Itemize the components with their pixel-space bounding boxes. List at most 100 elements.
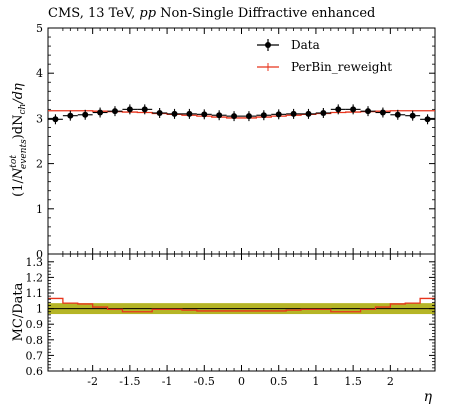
data-point — [405, 110, 421, 121]
x-tick-label: 0 — [238, 375, 245, 388]
data-point-marker — [350, 106, 357, 113]
main-y-tick-label: 3 — [36, 112, 43, 125]
main-y-tick-label: 1 — [36, 203, 43, 216]
ratio-y-tick-label: 1 — [36, 303, 43, 316]
data-point — [152, 108, 168, 118]
ratio-uncertainty-band — [48, 303, 435, 315]
data-point — [62, 110, 78, 121]
data-point-marker — [335, 106, 342, 113]
data-point-marker — [111, 108, 118, 115]
data-point-marker — [260, 112, 267, 119]
data-point — [301, 108, 316, 119]
data-point-marker — [275, 111, 282, 118]
data-point-marker — [186, 110, 193, 117]
x-tick-label: 0.5 — [270, 375, 288, 388]
chart-title: CMS, 13 TeV, pp Non-Single Diffractive e… — [48, 6, 375, 21]
data-point — [92, 107, 108, 118]
data-point-marker — [171, 110, 178, 117]
ylabel-n: N — [11, 167, 26, 180]
x-tick-label: -2 — [87, 375, 98, 388]
ratio-y-tick-label: 0.7 — [26, 349, 44, 362]
ratio-y-tick-label: 0.6 — [26, 365, 44, 378]
ratio-y-tick-label: 0.9 — [26, 318, 44, 331]
data-point-marker — [231, 113, 238, 120]
legend-data-marker-dot — [265, 42, 271, 48]
x-tick-label: 2 — [387, 375, 394, 388]
data-point — [107, 106, 123, 117]
main-y-tick-label: 4 — [36, 67, 43, 80]
data-point — [122, 104, 138, 115]
main-panel: 0 1 2 3 4 5 — [36, 22, 436, 261]
x-tick-label: -1.5 — [119, 375, 140, 388]
data-point — [137, 104, 153, 115]
ratio-y-tick-label: 1.1 — [26, 287, 44, 300]
main-y-axis: 0 1 2 3 4 5 — [36, 22, 435, 261]
data-point-marker — [97, 109, 104, 116]
perbin-reweight-line — [48, 110, 435, 119]
ylabel-sub: events — [19, 139, 29, 169]
data-point — [167, 108, 182, 119]
data-point-marker — [424, 116, 431, 123]
ylabel-end: /dη — [11, 83, 26, 106]
title-suffix: Non-Single Diffractive enhanced — [156, 6, 375, 21]
data-point-marker — [52, 116, 59, 123]
data-point-marker — [126, 106, 133, 113]
ratio-series — [48, 297, 435, 313]
ratio-y-axis-label: MC/Data — [11, 282, 26, 341]
data-point — [360, 106, 376, 117]
legend-entry-data: Data — [257, 38, 320, 52]
main-y-axis-label: (1/Ntotevents)dNch/dη — [9, 83, 29, 197]
data-point-marker — [82, 111, 89, 118]
legend-data-label: Data — [291, 38, 320, 52]
ratio-y-tick-label: 1.2 — [26, 271, 44, 284]
x-tick-label: 1.5 — [344, 375, 362, 388]
data-point-marker — [245, 113, 252, 120]
data-point — [256, 110, 272, 121]
data-point-marker — [141, 106, 148, 113]
data-point — [196, 109, 212, 120]
data-point-marker — [365, 108, 372, 115]
data-point — [330, 104, 346, 115]
data-point-marker — [320, 109, 327, 116]
data-point — [375, 107, 391, 118]
legend: Data PerBin_reweight — [257, 38, 392, 74]
ratio-y-tick-label: 1.3 — [26, 256, 44, 269]
data-point — [345, 104, 361, 115]
data-point — [211, 110, 227, 121]
data-point — [315, 108, 331, 118]
data-point — [286, 108, 302, 119]
x-tick-label: 1 — [312, 375, 319, 388]
data-point-marker — [394, 111, 401, 118]
data-point-marker — [379, 109, 386, 116]
legend-perbin-label: PerBin_reweight — [291, 60, 392, 74]
ratio-y-axis: 0.6 0.7 0.8 0.9 1 1.1 1.2 1.3 — [26, 256, 435, 378]
data-series — [48, 104, 435, 125]
data-point — [48, 114, 63, 125]
ylabel-sub2: ch — [18, 104, 28, 115]
data-point — [271, 109, 287, 120]
data-point-marker — [156, 109, 163, 116]
data-point — [181, 108, 197, 119]
x-tick-label: -1 — [162, 375, 173, 388]
data-point — [77, 109, 93, 120]
data-point-marker — [67, 112, 74, 119]
ratio-x-axis: -2 -1.5 -1 -0.5 0 0.5 1 1.5 2 — [62, 254, 421, 388]
ratio-panel: 0.6 0.7 0.8 0.9 1 1.1 1.2 1.3 -2 -1.5 -1 -0.5 0 0.5 1… — [26, 253, 436, 388]
title-italic: pp — [139, 6, 156, 21]
data-point-marker — [409, 112, 416, 119]
data-point — [226, 111, 242, 122]
data-point — [241, 111, 257, 122]
main-y-tick-label: 0 — [36, 248, 43, 261]
x-tick-label: -0.5 — [194, 375, 215, 388]
data-point-marker — [201, 111, 208, 118]
data-point-marker — [305, 110, 312, 117]
x-axis-label: η — [424, 389, 433, 405]
ylabel-sup: tot — [9, 155, 19, 168]
main-y-tick-label: 5 — [36, 22, 43, 35]
title-prefix: CMS, 13 TeV, — [48, 6, 139, 21]
ratio-perbin-line — [48, 297, 435, 313]
legend-entry-perbin: PerBin_reweight — [257, 60, 392, 74]
ylabel-post: )dN — [11, 115, 26, 140]
data-point — [420, 114, 435, 125]
